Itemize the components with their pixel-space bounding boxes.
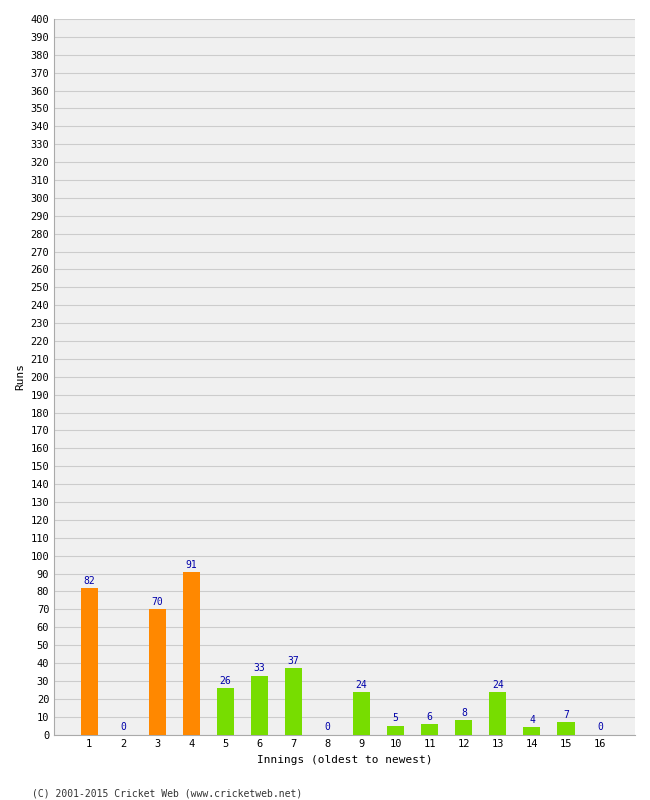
Text: 37: 37 bbox=[287, 656, 300, 666]
Text: 24: 24 bbox=[492, 679, 504, 690]
Bar bbox=[217, 688, 234, 734]
Text: 26: 26 bbox=[220, 676, 231, 686]
Text: (C) 2001-2015 Cricket Web (www.cricketweb.net): (C) 2001-2015 Cricket Web (www.cricketwe… bbox=[32, 788, 303, 798]
Text: 0: 0 bbox=[597, 722, 603, 733]
Bar bbox=[353, 692, 370, 734]
Text: 91: 91 bbox=[185, 560, 197, 570]
Bar bbox=[523, 727, 540, 734]
Text: 70: 70 bbox=[151, 598, 163, 607]
Bar bbox=[81, 588, 98, 734]
Y-axis label: Runs: Runs bbox=[15, 363, 25, 390]
Text: 0: 0 bbox=[324, 722, 330, 733]
Text: 6: 6 bbox=[427, 712, 433, 722]
Bar bbox=[149, 610, 166, 734]
Bar bbox=[251, 675, 268, 734]
Text: 33: 33 bbox=[254, 663, 265, 674]
Text: 4: 4 bbox=[529, 715, 535, 726]
Bar bbox=[455, 720, 473, 734]
Bar bbox=[183, 572, 200, 734]
Text: 24: 24 bbox=[356, 679, 367, 690]
Text: 0: 0 bbox=[120, 722, 126, 733]
Text: 5: 5 bbox=[393, 714, 398, 723]
Bar bbox=[421, 724, 438, 734]
Text: 7: 7 bbox=[563, 710, 569, 720]
Text: 8: 8 bbox=[461, 708, 467, 718]
X-axis label: Innings (oldest to newest): Innings (oldest to newest) bbox=[257, 755, 432, 765]
Bar bbox=[387, 726, 404, 734]
Bar bbox=[489, 692, 506, 734]
Bar bbox=[558, 722, 575, 734]
Text: 82: 82 bbox=[83, 576, 95, 586]
Bar bbox=[285, 668, 302, 734]
